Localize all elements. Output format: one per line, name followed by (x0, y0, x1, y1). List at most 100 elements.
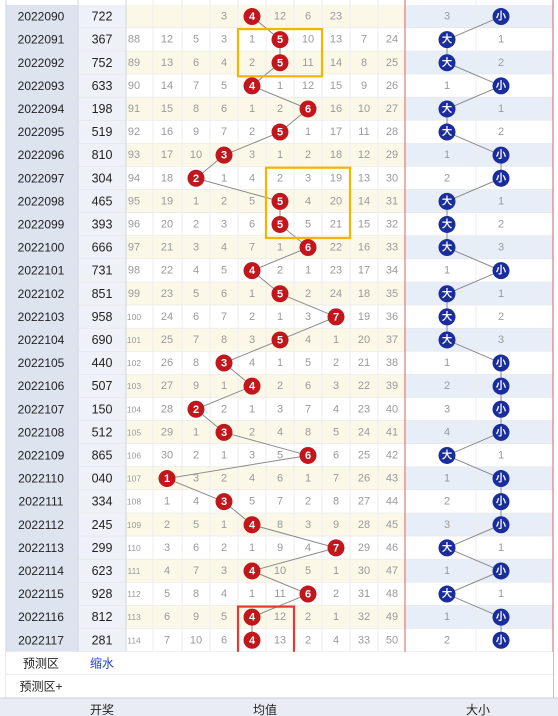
size-ball-label: 小 (495, 495, 506, 508)
avg-ball-label: 6 (305, 450, 311, 462)
draw-result: 440 (92, 356, 113, 370)
size-miss-count: 2 (444, 172, 450, 184)
miss-count: 1 (221, 519, 227, 531)
size-ball (438, 123, 456, 141)
size-ball (492, 169, 510, 187)
miss-count: 6 (277, 473, 283, 485)
draw-cell-bg (78, 443, 126, 467)
avg-ball-label: 3 (221, 358, 227, 370)
miss-count: 114 (127, 635, 141, 645)
size-miss-count: 1 (498, 288, 504, 300)
size-miss-count: 3 (444, 11, 450, 23)
avg-ball (215, 423, 233, 441)
draw-result: 150 (92, 402, 113, 416)
miss-count: 4 (221, 588, 227, 600)
miss-count: 11 (274, 588, 285, 600)
size-ball (492, 77, 510, 95)
draw-cell-bg (78, 536, 126, 560)
draw-cell-bg (78, 28, 126, 52)
size-ball (438, 239, 456, 257)
period-cell-bg (6, 305, 78, 329)
size-miss-count: 3 (444, 403, 450, 415)
avg-ball-label: 5 (277, 219, 283, 231)
size-row-bg (405, 328, 553, 352)
miss-count: 4 (305, 195, 311, 207)
avg-ball (243, 77, 261, 95)
miss-count: 105 (127, 427, 141, 437)
period-cell-bg (6, 559, 78, 583)
size-miss-count: 2 (444, 380, 450, 392)
period-cell-bg (6, 536, 78, 560)
period-cell-bg (6, 467, 78, 491)
size-miss-count: 1 (498, 103, 504, 115)
shrink-link[interactable]: 缩水 (90, 655, 114, 670)
miss-count: 13 (161, 57, 173, 69)
period-cell-bg (6, 97, 78, 121)
miss-count: 1 (333, 565, 339, 577)
miss-count: 4 (164, 565, 170, 577)
miss-count: 19 (358, 311, 370, 323)
draw-result: 281 (92, 633, 113, 647)
size-ball-label: 大 (442, 333, 452, 346)
size-ball (438, 539, 456, 557)
avg-ball (243, 377, 261, 395)
predict-row-bg (6, 651, 553, 675)
miss-count: 24 (358, 426, 370, 438)
miss-count: 46 (386, 542, 398, 554)
miss-count: 104 (127, 404, 141, 414)
miss-count: 7 (361, 34, 367, 46)
miss-count: 96 (128, 218, 140, 230)
miss-count: 22 (358, 380, 370, 392)
size-ball (438, 192, 456, 210)
size-ball-label: 小 (495, 518, 506, 531)
period-number: 2022108 (18, 425, 65, 439)
period-number: 2022116 (18, 610, 64, 624)
size-ball-label: 小 (495, 148, 506, 161)
avg-ball-label: 3 (221, 427, 227, 439)
miss-count: 18 (330, 149, 342, 161)
size-ball-label: 大 (442, 587, 452, 600)
period-number: 2022093 (18, 79, 65, 93)
size-row-bg (405, 74, 553, 98)
draw-result: 752 (92, 56, 113, 70)
size-ball-label: 小 (495, 356, 506, 369)
draw-result: 722 (92, 10, 113, 24)
size-ball-label: 大 (442, 217, 452, 230)
avg-ball-label: 4 (249, 612, 256, 624)
miss-count: 9 (361, 80, 367, 92)
draw-result: 198 (92, 102, 113, 116)
miss-count: 13 (330, 34, 342, 46)
size-ball (438, 285, 456, 303)
size-ball (492, 354, 510, 372)
draw-result: 851 (92, 287, 113, 301)
size-ball (492, 400, 510, 418)
avg-ball-label: 7 (333, 311, 339, 323)
miss-count: 10 (302, 34, 314, 46)
period-number: 2022096 (18, 148, 65, 162)
miss-count: 1 (221, 449, 227, 461)
draw-cell-bg (78, 212, 126, 236)
size-miss-count: 1 (444, 265, 450, 277)
size-row-bg (405, 605, 553, 629)
draw-cell-bg (78, 328, 126, 352)
miss-count: 2 (333, 588, 339, 600)
avg-ball (299, 100, 317, 118)
miss-count: 3 (221, 565, 227, 577)
avg-ball-label: 5 (277, 334, 283, 346)
miss-count: 5 (164, 588, 170, 600)
miss-count: 5 (221, 265, 227, 277)
size-ball-label: 大 (442, 33, 452, 46)
miss-count: 5 (249, 195, 255, 207)
size-miss-count: 4 (444, 426, 450, 438)
miss-count: 4 (249, 357, 255, 369)
miss-count: 25 (358, 449, 370, 461)
size-ball (438, 308, 456, 326)
miss-count: 4 (221, 242, 227, 254)
miss-count: 13 (358, 172, 370, 184)
period-cell-bg (6, 397, 78, 421)
miss-count: 1 (333, 611, 339, 623)
avg-ball (271, 54, 289, 72)
miss-count: 4 (305, 334, 311, 346)
draw-result: 690 (92, 333, 113, 347)
period-number: 2022094 (18, 102, 65, 116)
